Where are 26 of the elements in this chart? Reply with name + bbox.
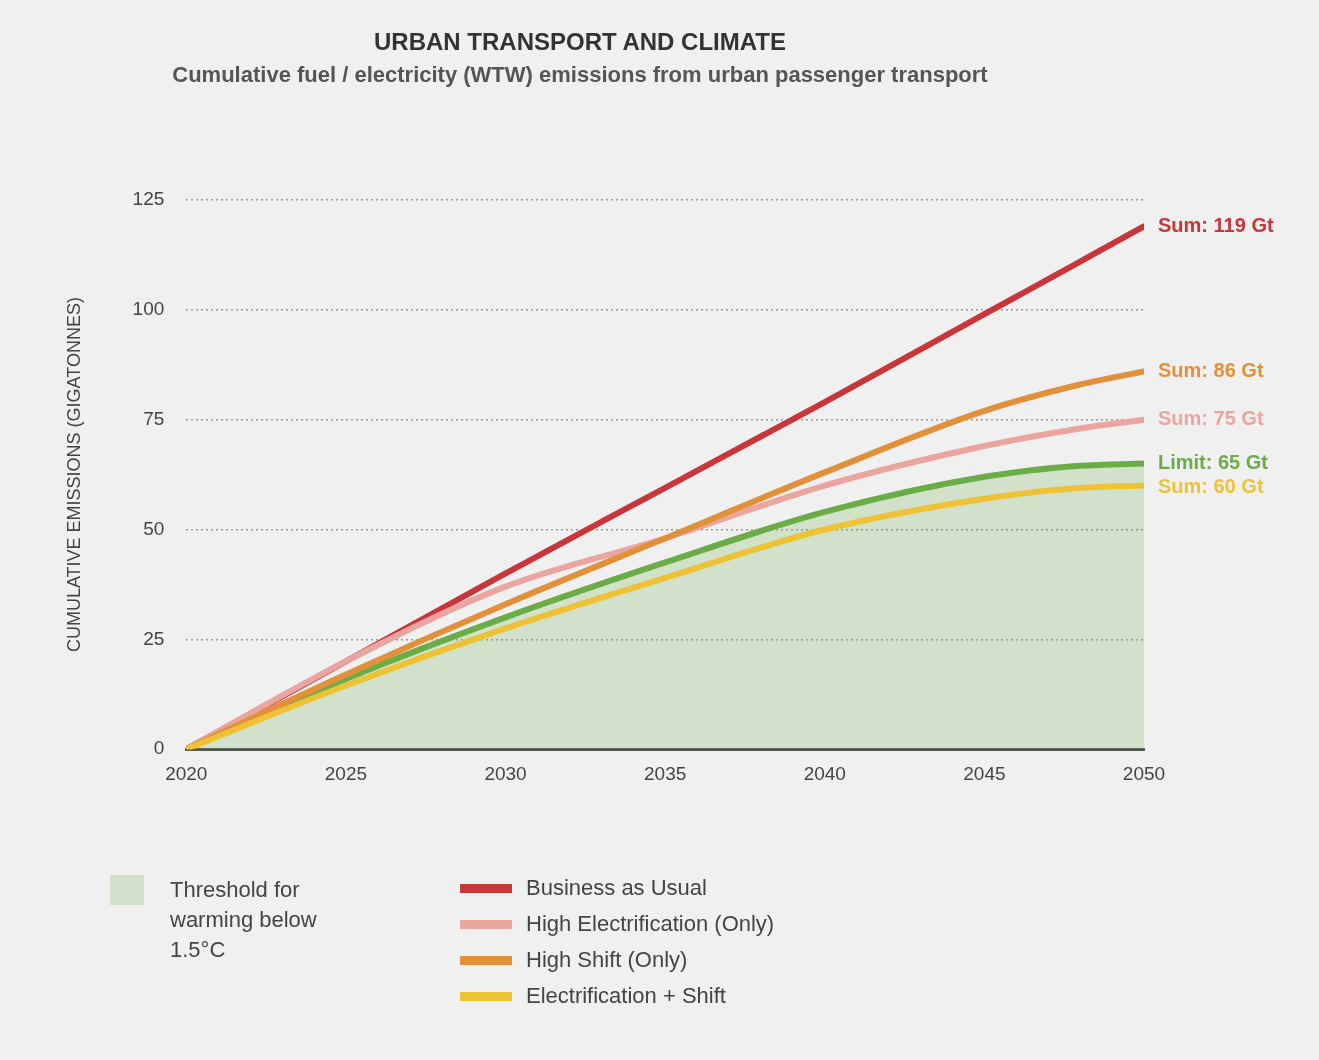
data-label: Limit: 65 Gt [1158, 451, 1269, 474]
data-label: Sum: 119 Gt [1158, 213, 1274, 236]
chart-subtitle: Cumulative fuel / electricity (WTW) emissions from urban passenger transport [171, 62, 989, 88]
chart-title: URBAN TRANSPORT AND CLIMATE [373, 28, 787, 56]
x-tick-label: 2035 [644, 762, 687, 784]
y-tick-label: 25 [143, 627, 165, 649]
x-tick-label: 2030 [484, 762, 527, 784]
x-tick-label: 2045 [963, 762, 1006, 784]
legend-label: High Electrification (Only) [526, 911, 775, 937]
y-tick-label: 75 [143, 407, 165, 429]
y-tick-label: 125 [132, 188, 165, 210]
x-tick-label: 2020 [165, 762, 208, 784]
data-label: Sum: 75 Gt [1158, 407, 1264, 430]
data-label: Sum: 60 Gt [1158, 475, 1264, 498]
y-tick-label: 50 [143, 517, 165, 539]
y-axis-title: CUMULATIVE EMISSIONS (GIGATONNES) [63, 297, 84, 653]
y-tick-label: 0 [153, 737, 165, 759]
legend-label: Threshold for warming below 1.5°C [170, 876, 318, 964]
x-tick-label: 2025 [324, 762, 368, 784]
x-tick-label: 2040 [803, 762, 846, 784]
legend-label: High Shift (Only) [526, 947, 688, 973]
data-label: Sum: 86 Gt [1158, 358, 1264, 381]
y-tick-label: 100 [132, 298, 165, 320]
legend-label: Business as Usual [526, 875, 707, 901]
legend-label: Electrification + Shift [526, 983, 726, 1009]
x-tick-label: 2050 [1122, 762, 1166, 784]
